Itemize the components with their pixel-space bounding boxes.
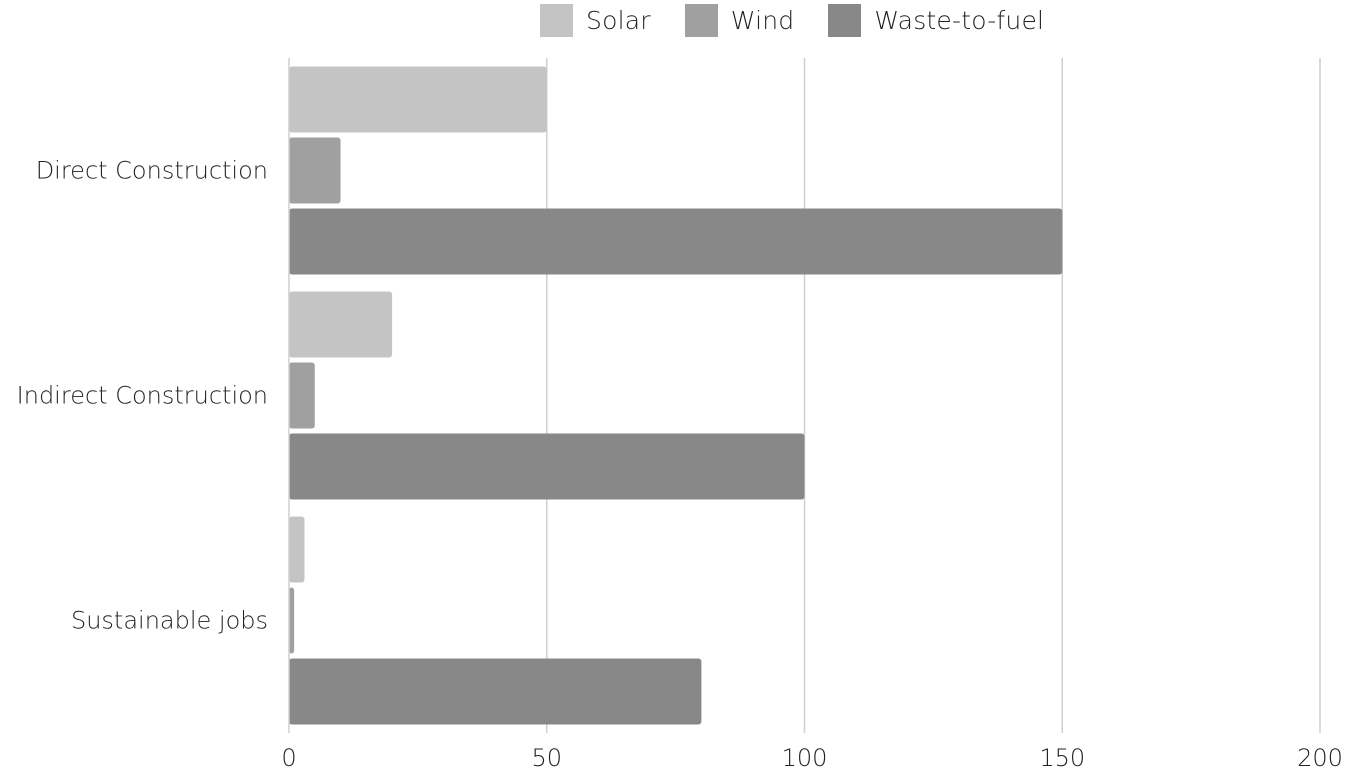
category-label-sustainable-jobs: Sustainable jobs — [71, 607, 268, 635]
bar-solar-sustainable-jobs — [289, 516, 305, 583]
x-tick-label-0: 0 — [281, 744, 296, 772]
legend-label-solar: Solar — [586, 6, 651, 35]
legend-label-waste-to-fuel: Waste-to-fuel — [874, 6, 1045, 35]
legend-swatch-wind — [684, 4, 718, 37]
x-tick-label-100: 100 — [782, 744, 828, 772]
bar-solar-direct-construction — [289, 66, 547, 133]
bar-solar-indirect-construction — [289, 291, 393, 358]
x-tick-label-150: 150 — [1039, 744, 1085, 772]
x-tick-label-200: 200 — [1297, 744, 1343, 772]
bar-wind-sustainable-jobs — [289, 587, 295, 654]
bar-wind-direct-construction — [289, 137, 341, 204]
bar-wind-indirect-construction — [289, 362, 315, 429]
category-label-direct-construction: Direct Construction — [36, 157, 268, 185]
legend-item-waste-to-fuel: Waste-to-fuel — [828, 4, 1044, 37]
category-label-indirect-construction: Indirect Construction — [17, 382, 268, 410]
legend-swatch-solar — [540, 4, 573, 37]
bar-waste-to-fuel-sustainable-jobs — [289, 658, 702, 725]
x-tick-label-50: 50 — [531, 744, 562, 772]
bar-waste-to-fuel-indirect-construction — [289, 433, 805, 500]
bar-waste-to-fuel-direct-construction — [289, 208, 1063, 275]
legend: Solar Wind Waste-to-fuel — [540, 4, 1078, 37]
legend-item-wind: Wind — [684, 4, 795, 37]
legend-item-solar: Solar — [540, 4, 651, 37]
legend-swatch-waste-to-fuel — [828, 4, 862, 37]
legend-label-wind: Wind — [730, 6, 795, 35]
